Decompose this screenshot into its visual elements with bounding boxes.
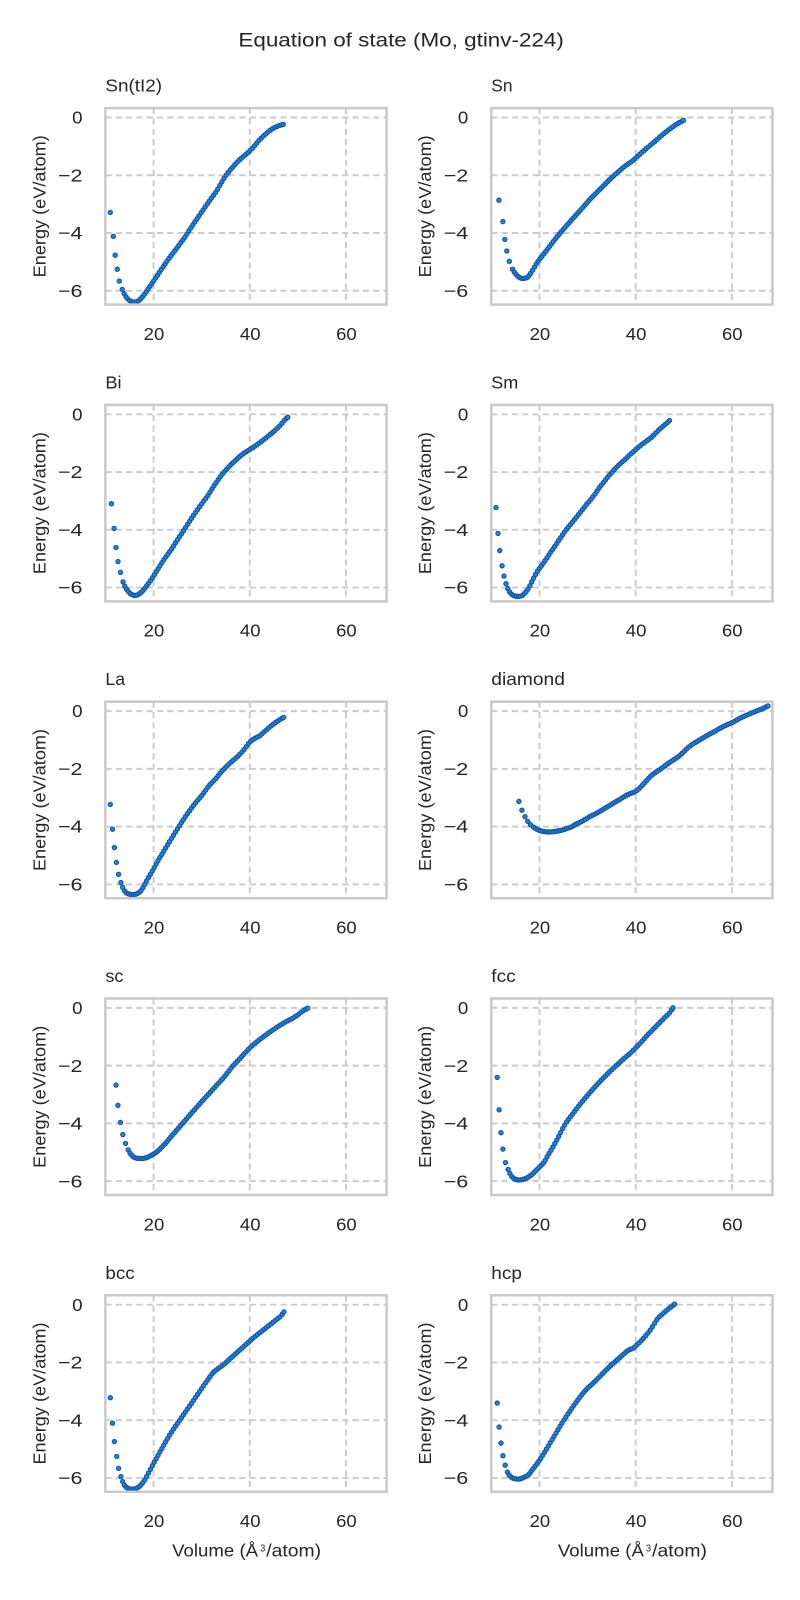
svg-text:−6: −6: [58, 874, 83, 894]
svg-text:−2: −2: [444, 1056, 469, 1076]
svg-text:20: 20: [144, 324, 165, 344]
svg-text:40: 40: [240, 1511, 261, 1531]
svg-text:40: 40: [626, 918, 647, 938]
svg-text:Energy (eV/atom): Energy (eV/atom): [30, 135, 49, 277]
svg-text:−2: −2: [58, 165, 83, 185]
svg-text:40: 40: [626, 621, 647, 641]
svg-text:−4: −4: [58, 1410, 83, 1430]
svg-text:20: 20: [530, 918, 551, 938]
svg-text:0: 0: [72, 404, 83, 424]
svg-text:20: 20: [530, 1511, 551, 1531]
svg-text:−4: −4: [444, 817, 469, 837]
svg-text:20: 20: [530, 324, 551, 344]
svg-text:sc: sc: [105, 966, 123, 986]
svg-text:Energy (eV/atom): Energy (eV/atom): [30, 1322, 49, 1464]
svg-text:Energy (eV/atom): Energy (eV/atom): [30, 729, 49, 871]
svg-text:−6: −6: [444, 1468, 469, 1488]
svg-text:40: 40: [240, 324, 261, 344]
svg-text:20: 20: [530, 621, 551, 641]
svg-text:−4: −4: [444, 1410, 469, 1430]
svg-text:0: 0: [72, 1295, 83, 1315]
svg-text:40: 40: [626, 1214, 647, 1234]
svg-text:40: 40: [240, 1214, 261, 1234]
svg-text:60: 60: [336, 1214, 357, 1234]
svg-text:60: 60: [722, 621, 743, 641]
svg-text:Bi: Bi: [105, 372, 121, 392]
svg-text:3: 3: [260, 1543, 265, 1554]
svg-text:−4: −4: [58, 223, 83, 243]
svg-text:20: 20: [144, 1511, 165, 1531]
svg-text:Energy (eV/atom): Energy (eV/atom): [30, 432, 49, 574]
svg-text:20: 20: [144, 918, 165, 938]
svg-text:20: 20: [144, 1214, 165, 1234]
svg-text:−6: −6: [444, 281, 469, 301]
svg-text:60: 60: [722, 1214, 743, 1234]
svg-text:diamond: diamond: [491, 669, 565, 689]
svg-text:60: 60: [336, 918, 357, 938]
svg-text:−2: −2: [58, 759, 83, 779]
svg-text:60: 60: [336, 1511, 357, 1531]
svg-text:bcc: bcc: [105, 1263, 134, 1283]
svg-text:−6: −6: [444, 578, 469, 598]
svg-text:40: 40: [240, 621, 261, 641]
svg-text:20: 20: [144, 621, 165, 641]
svg-text:−6: −6: [58, 281, 83, 301]
svg-text:Energy (eV/atom): Energy (eV/atom): [416, 729, 435, 871]
svg-text:−4: −4: [58, 817, 83, 837]
svg-text:0: 0: [458, 404, 469, 424]
svg-text:0: 0: [72, 108, 83, 128]
svg-text:Volume (Å: Volume (Å: [172, 1542, 259, 1561]
svg-text:−2: −2: [58, 1353, 83, 1373]
svg-text:−4: −4: [444, 223, 469, 243]
svg-text:−6: −6: [58, 1468, 83, 1488]
svg-text:Equation of state (Mo, gtinv-2: Equation of state (Mo, gtinv-224): [238, 29, 564, 51]
svg-text:Sn: Sn: [491, 76, 512, 96]
svg-text:Sn(tI2): Sn(tI2): [105, 76, 162, 96]
svg-text:−6: −6: [58, 578, 83, 598]
svg-text:−2: −2: [58, 462, 83, 482]
svg-text:0: 0: [72, 701, 83, 721]
svg-text:−2: −2: [444, 165, 469, 185]
svg-text:60: 60: [722, 1511, 743, 1531]
svg-text:40: 40: [240, 918, 261, 938]
svg-text:0: 0: [72, 998, 83, 1018]
svg-text:0: 0: [458, 1295, 469, 1315]
svg-text:−2: −2: [444, 1353, 469, 1373]
svg-text:Energy (eV/atom): Energy (eV/atom): [416, 135, 435, 277]
svg-text:0: 0: [458, 701, 469, 721]
svg-text:60: 60: [336, 324, 357, 344]
svg-text:Volume (Å: Volume (Å: [558, 1542, 645, 1561]
svg-text:/atom): /atom): [266, 1542, 321, 1561]
svg-text:20: 20: [530, 1214, 551, 1234]
svg-text:−6: −6: [444, 1171, 469, 1191]
svg-text:0: 0: [458, 108, 469, 128]
svg-text:Energy (eV/atom): Energy (eV/atom): [416, 1322, 435, 1464]
svg-text:40: 40: [626, 324, 647, 344]
svg-text:/atom): /atom): [652, 1542, 707, 1561]
svg-text:Energy (eV/atom): Energy (eV/atom): [416, 1026, 435, 1168]
svg-text:60: 60: [722, 918, 743, 938]
svg-text:−2: −2: [444, 462, 469, 482]
svg-text:−2: −2: [444, 759, 469, 779]
svg-text:−4: −4: [444, 520, 469, 540]
svg-text:40: 40: [626, 1511, 647, 1531]
svg-text:La: La: [105, 669, 125, 689]
svg-text:Sm: Sm: [491, 372, 518, 392]
svg-text:fcc: fcc: [491, 966, 516, 986]
svg-text:−6: −6: [58, 1171, 83, 1191]
svg-text:−4: −4: [444, 1114, 469, 1134]
svg-text:Energy (eV/atom): Energy (eV/atom): [30, 1026, 49, 1168]
svg-text:hcp: hcp: [491, 1263, 522, 1283]
svg-text:−6: −6: [444, 874, 469, 894]
svg-text:−4: −4: [58, 520, 83, 540]
svg-text:60: 60: [336, 621, 357, 641]
svg-text:−2: −2: [58, 1056, 83, 1076]
svg-text:3: 3: [646, 1543, 651, 1554]
svg-text:0: 0: [458, 998, 469, 1018]
svg-text:−4: −4: [58, 1114, 83, 1134]
svg-text:60: 60: [722, 324, 743, 344]
svg-text:Energy (eV/atom): Energy (eV/atom): [416, 432, 435, 574]
